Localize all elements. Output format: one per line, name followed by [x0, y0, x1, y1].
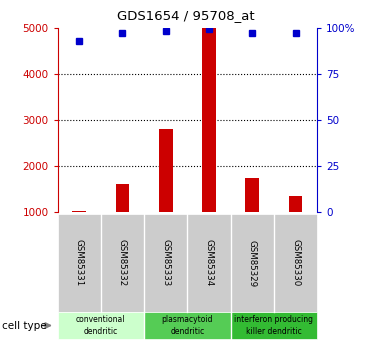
Text: GDS1654 / 95708_at: GDS1654 / 95708_at: [117, 9, 254, 22]
Bar: [289, 196, 302, 212]
Text: GSM85330: GSM85330: [291, 239, 300, 287]
Bar: [202, 28, 216, 212]
Text: GSM85333: GSM85333: [161, 239, 170, 287]
Text: interferon producing
killer dendritic: interferon producing killer dendritic: [234, 315, 313, 336]
Text: GSM85332: GSM85332: [118, 239, 127, 287]
Bar: [245, 178, 259, 212]
Text: GSM85329: GSM85329: [248, 239, 257, 287]
Bar: [115, 185, 129, 212]
Bar: [159, 129, 173, 212]
Text: GSM85331: GSM85331: [75, 239, 83, 287]
Text: cell type: cell type: [2, 321, 46, 331]
Bar: [72, 211, 86, 212]
Text: GSM85334: GSM85334: [204, 239, 213, 287]
Text: conventional
dendritic: conventional dendritic: [76, 315, 125, 336]
Text: plasmacytoid
dendritic: plasmacytoid dendritic: [162, 315, 213, 336]
